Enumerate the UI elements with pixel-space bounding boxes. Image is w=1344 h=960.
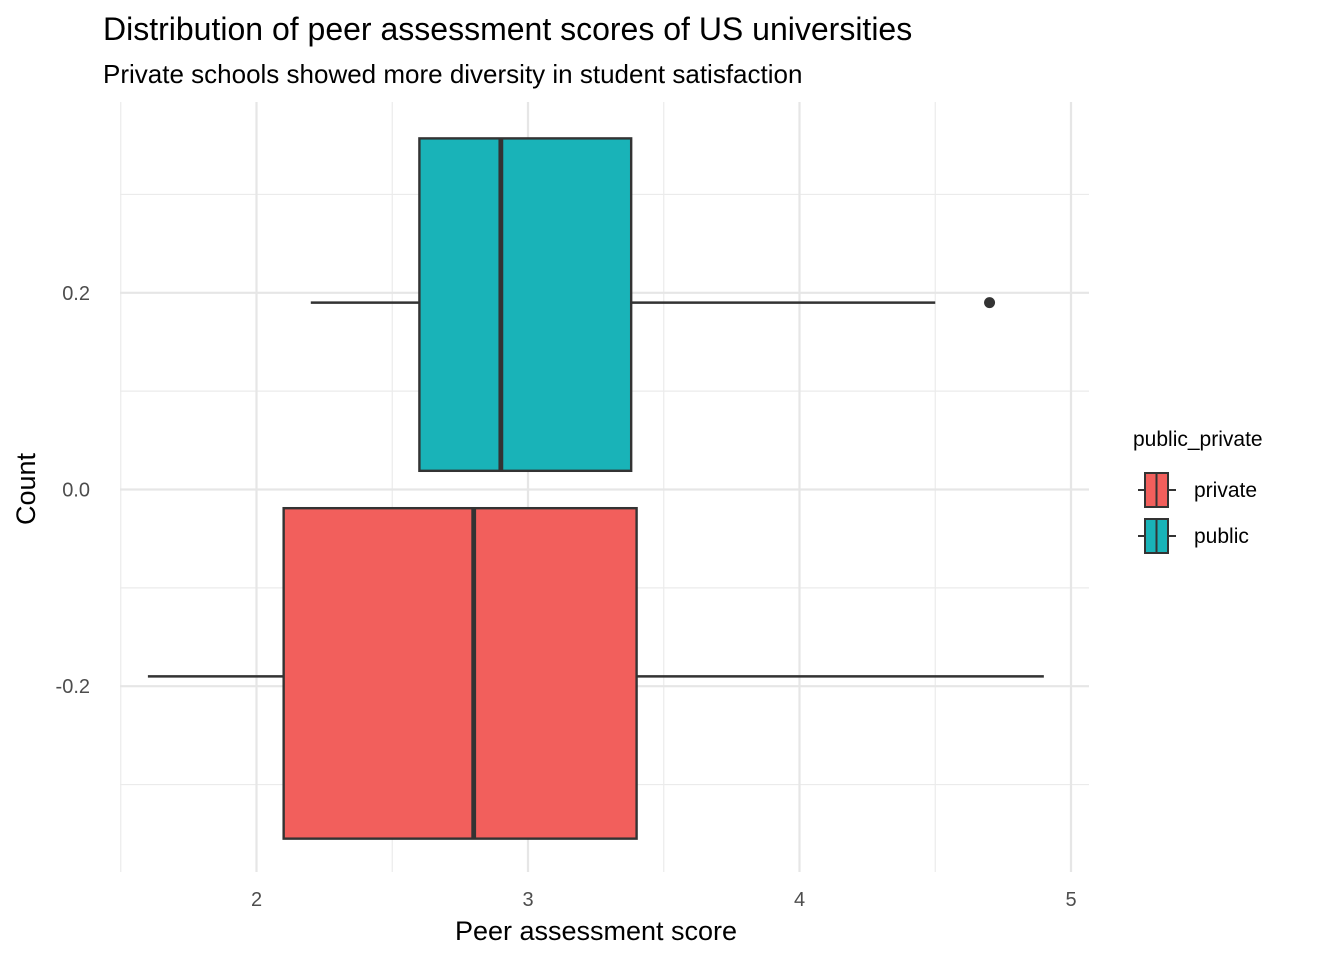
- box-iqr: [282, 506, 638, 840]
- x-tick-label: 3: [522, 889, 533, 911]
- y-axis-title: Count: [11, 452, 41, 525]
- tick-labels: 2 3 4 5 -0.2 0.0 0.2: [56, 283, 1077, 911]
- box-private: [147, 506, 1044, 840]
- legend-item-private: private: [1138, 472, 1257, 508]
- y-tick-label: 0.0: [62, 480, 90, 502]
- x-axis-title: Peer assessment score: [455, 916, 737, 946]
- legend-label: public: [1194, 525, 1249, 548]
- legend-label: private: [1194, 479, 1257, 502]
- legend: public_private private public: [1133, 428, 1263, 554]
- box-iqr: [418, 137, 633, 473]
- box-layer: [147, 137, 1044, 840]
- legend-item-public: public: [1138, 518, 1249, 554]
- legend-title: public_private: [1133, 428, 1263, 451]
- box-public: [310, 137, 996, 473]
- x-tick-label: 4: [794, 889, 805, 911]
- chart-title: Distribution of peer assessment scores o…: [103, 11, 912, 47]
- y-tick-label: -0.2: [56, 676, 90, 698]
- outlier-point: [984, 297, 996, 309]
- x-tick-label: 2: [251, 889, 262, 911]
- y-tick-label: 0.2: [62, 283, 90, 305]
- chart-subtitle: Private schools showed more diversity in…: [103, 59, 802, 89]
- x-tick-label: 5: [1065, 889, 1076, 911]
